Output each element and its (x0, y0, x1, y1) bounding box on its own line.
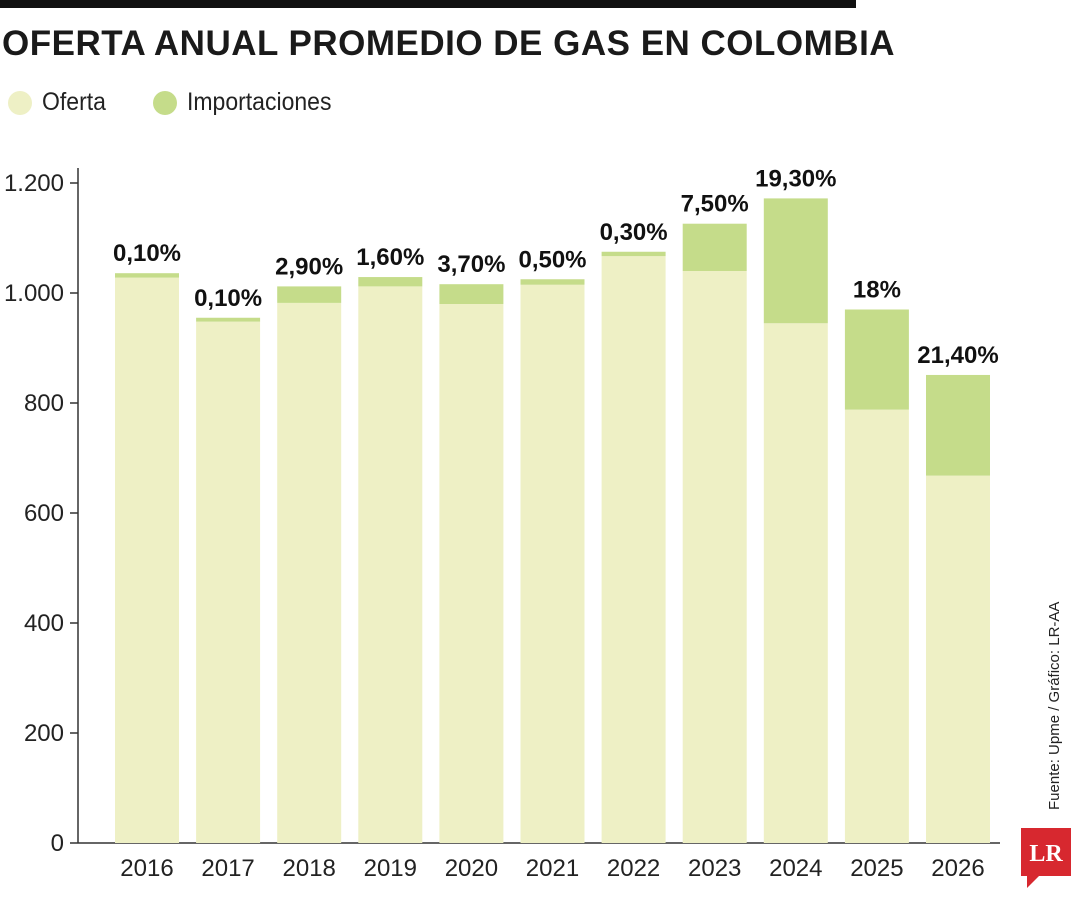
bar-oferta-2018 (277, 302, 342, 843)
bar-importaciones-2025 (844, 309, 909, 410)
legend-label-importaciones: Importaciones (187, 88, 332, 116)
bar-oferta-2024 (763, 323, 828, 843)
bar-importaciones-2022 (601, 251, 666, 257)
y-tick-label: 1.200 (4, 170, 64, 197)
data-label-2016: 0,10% (113, 240, 181, 267)
y-tick-label: 400 (24, 610, 64, 637)
data-label-2026: 21,40% (917, 342, 998, 369)
bar-oferta-2019 (358, 286, 423, 843)
bar-oferta-2025 (844, 409, 909, 843)
y-tick-label: 800 (24, 390, 64, 417)
bar-importaciones-2019 (358, 277, 423, 287)
bar-oferta-2016 (115, 277, 179, 844)
data-label-2023: 7,50% (681, 191, 749, 218)
x-tick-label-2024: 2024 (769, 855, 822, 882)
source-note: Fuente: Upme / Gráfico: LR-AA (1046, 601, 1063, 810)
legend: Oferta Importaciones (8, 88, 387, 117)
bar-importaciones-2026 (926, 374, 990, 476)
x-tick-label-2017: 2017 (201, 855, 254, 882)
bar-importaciones-2024 (763, 198, 828, 324)
bar-importaciones-2017 (196, 317, 261, 322)
y-tick-label: 200 (24, 720, 64, 747)
legend-swatch-importaciones (153, 90, 178, 115)
bar-importaciones-2023 (682, 223, 747, 271)
bar-importaciones-2018 (277, 286, 342, 303)
data-label-2018: 2,90% (275, 253, 343, 280)
y-tick-label: 600 (24, 500, 64, 527)
y-tick-label: 0 (51, 830, 64, 857)
data-label-2022: 0,30% (600, 219, 668, 246)
bar-importaciones-2020 (439, 284, 504, 304)
lr-logo: LR (1021, 828, 1071, 888)
data-label-2020: 3,70% (437, 251, 505, 278)
x-tick-label-2020: 2020 (445, 855, 498, 882)
x-tick-label-2026: 2026 (931, 855, 984, 882)
lr-logo-badge (1021, 828, 1071, 888)
bar-oferta-2020 (439, 304, 504, 843)
x-tick-label-2025: 2025 (850, 855, 903, 882)
legend-label-oferta: Oferta (42, 88, 106, 116)
bar-importaciones-2016 (115, 273, 179, 278)
legend-item-importaciones: Importaciones (153, 88, 344, 117)
x-tick-label-2019: 2019 (364, 855, 417, 882)
legend-item-oferta: Oferta (8, 88, 111, 117)
x-tick-label-2021: 2021 (526, 855, 579, 882)
x-tick-label-2022: 2022 (607, 855, 660, 882)
bar-oferta-2023 (682, 271, 747, 843)
bar-importaciones-2021 (520, 279, 585, 285)
data-label-2017: 0,10% (194, 285, 262, 312)
bar-oferta-2021 (520, 284, 585, 843)
bar-oferta-2022 (601, 256, 666, 843)
y-tick-label: 1.000 (4, 280, 64, 307)
x-tick-label-2016: 2016 (120, 855, 173, 882)
bar-oferta-2017 (196, 321, 261, 844)
data-label-2019: 1,60% (356, 244, 424, 271)
data-label-2025: 18% (853, 277, 901, 304)
bar-oferta-2026 (926, 475, 990, 843)
data-label-2021: 0,50% (518, 246, 586, 273)
top-rule (0, 0, 856, 8)
data-label-2024: 19,30% (755, 165, 836, 192)
x-tick-label-2018: 2018 (283, 855, 336, 882)
legend-swatch-oferta (8, 90, 32, 115)
lr-logo-text: LR (1029, 841, 1063, 867)
chart-title: OFERTA ANUAL PROMEDIO DE GAS EN COLOMBIA (2, 24, 896, 63)
x-tick-label-2023: 2023 (688, 855, 741, 882)
